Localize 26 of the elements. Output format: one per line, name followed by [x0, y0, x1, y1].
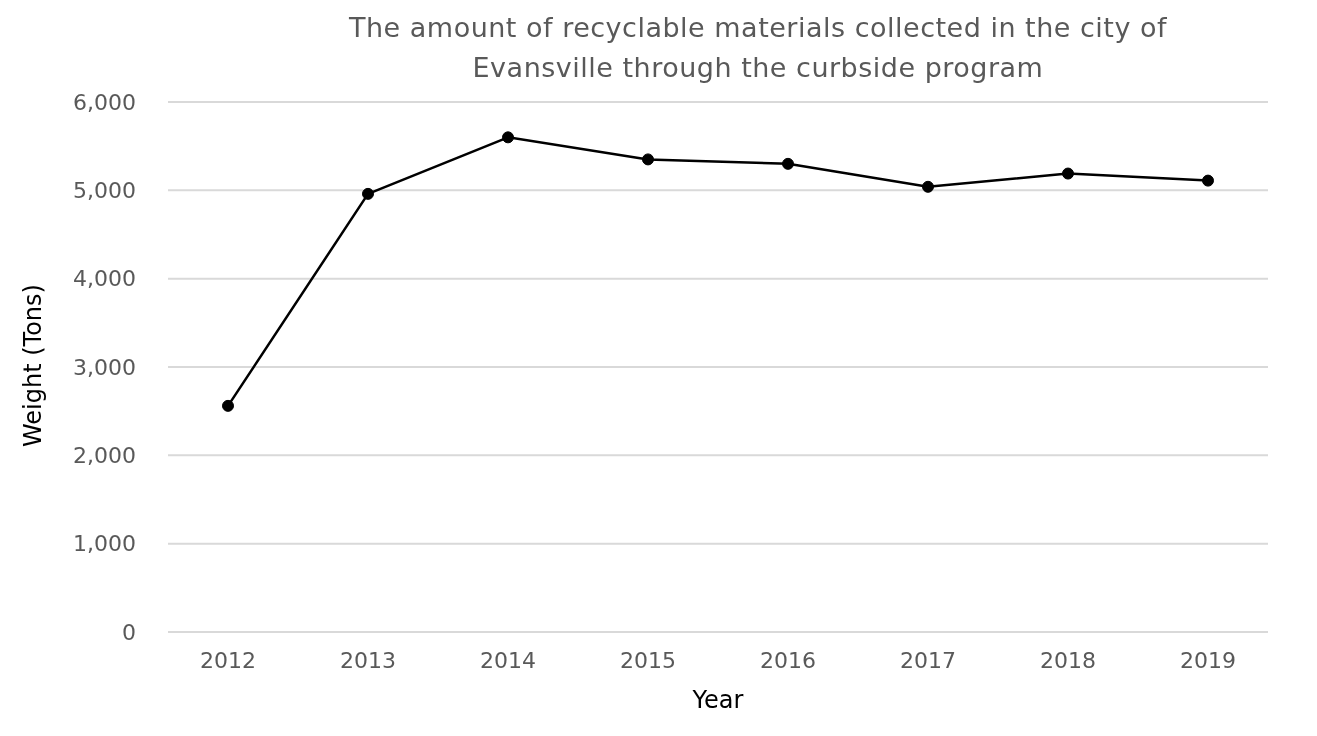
x-tick-label: 2016 — [760, 647, 816, 673]
y-tick-label: 3,000 — [73, 354, 136, 380]
y-tick-label: 5,000 — [73, 178, 136, 204]
x-tick-label: 2017 — [900, 647, 956, 673]
x-tick-label: 2018 — [1040, 647, 1096, 673]
y-tick-label: 2,000 — [73, 443, 136, 469]
chart-title: The amount of recyclable materials collected in the city of Evansville through the curbside program — [348, 11, 1168, 85]
point — [222, 399, 234, 412]
x-tick-label: 2013 — [340, 647, 396, 673]
x-tick-label: 2019 — [1180, 647, 1236, 673]
x-tick-label: 2012 — [200, 647, 256, 673]
y-axis-title: Weight (Tons) — [18, 284, 47, 447]
x-tick-label: 2014 — [480, 647, 536, 673]
point — [1062, 167, 1074, 180]
point — [922, 180, 934, 193]
y-tick-label: 0 — [122, 619, 136, 645]
point — [782, 157, 794, 170]
point — [642, 153, 654, 166]
y-tick-label: 4,000 — [73, 266, 136, 292]
y-tick-label: 6,000 — [73, 89, 136, 115]
x-tick-label: 2015 — [620, 647, 676, 673]
point — [502, 131, 514, 144]
point — [362, 187, 374, 200]
point — [1202, 174, 1214, 187]
y-tick-label: 1,000 — [73, 531, 136, 557]
x-axis-title: Year — [691, 686, 744, 714]
